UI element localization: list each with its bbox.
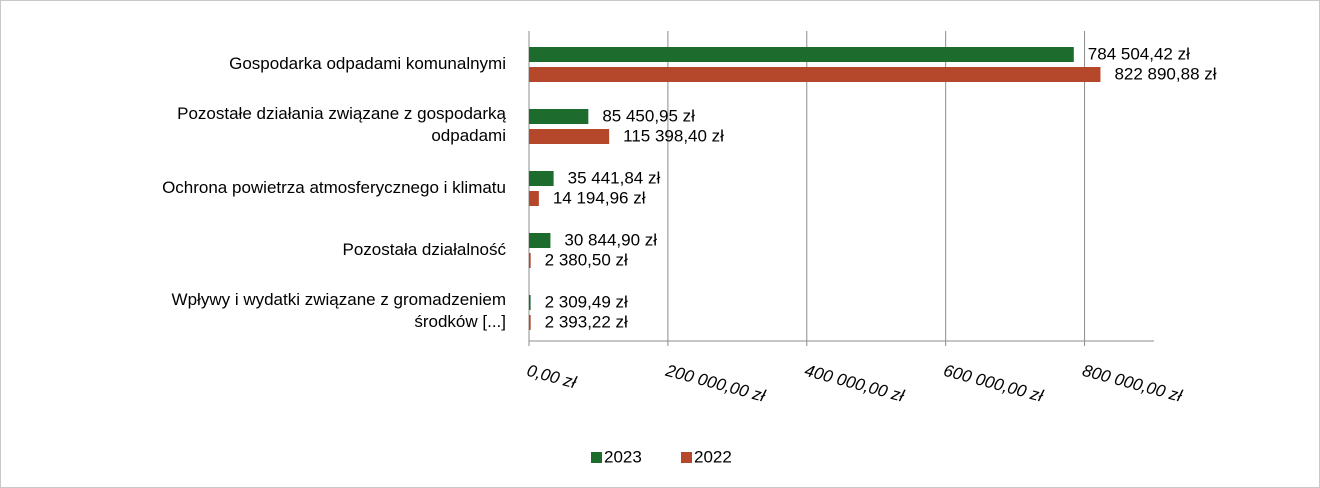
value-label: 115 398,40 zł (623, 126, 724, 145)
category-label: Pozostałe działania związane z gospodark… (177, 104, 506, 145)
bar (529, 233, 551, 248)
value-label: 784 504,42 zł (1088, 44, 1190, 63)
category-label: Ochrona powietrza atmosferycznego i klim… (162, 178, 506, 197)
value-label: 35 441,84 zł (568, 168, 661, 187)
bar (529, 253, 531, 268)
bar (529, 315, 531, 330)
bar (529, 191, 539, 206)
x-tick-label: 600 000,00 zł (941, 361, 1046, 406)
legend-swatch (681, 452, 692, 463)
bar (529, 109, 589, 124)
category-label: Wpływy i wydatki związane z gromadzeniem… (171, 290, 506, 331)
value-label: 14 194,96 zł (553, 188, 646, 207)
x-tick-label: 0,00 zł (525, 361, 579, 393)
bar (529, 295, 531, 310)
legend-label: 2023 (604, 447, 642, 466)
bar (529, 171, 554, 186)
category-label: Gospodarka odpadami komunalnymi (229, 54, 506, 73)
x-tick-label: 400 000,00 zł (803, 361, 908, 406)
bar (529, 47, 1074, 62)
x-tick-label: 800 000,00 zł (1080, 361, 1185, 406)
legend-label: 2022 (694, 447, 732, 466)
legend-swatch (591, 452, 602, 463)
value-label: 2 393,22 zł (545, 312, 628, 331)
value-label: 30 844,90 zł (564, 230, 657, 249)
value-label: 2 309,49 zł (545, 292, 628, 311)
bar (529, 129, 610, 144)
value-label: 2 380,50 zł (545, 250, 628, 269)
value-label: 822 890,88 zł (1114, 64, 1216, 83)
x-tick-label: 200 000,00 zł (663, 361, 769, 406)
bar (529, 67, 1101, 82)
category-label: Pozostała działalność (342, 240, 506, 259)
value-label: 85 450,95 zł (602, 106, 695, 125)
